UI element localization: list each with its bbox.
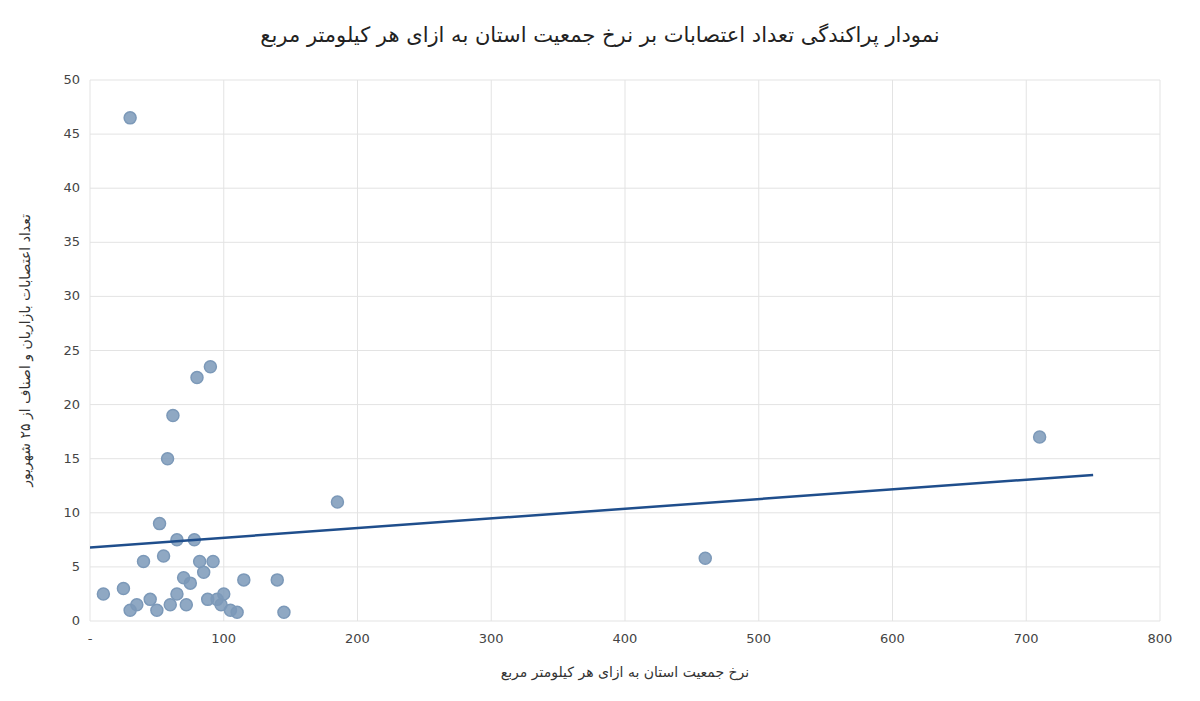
- x-tick-label: 200: [345, 631, 370, 646]
- y-grid-line: [90, 621, 1160, 622]
- x-tick-label: 300: [479, 631, 504, 646]
- scatter-point: [164, 599, 176, 611]
- y-grid-line: [90, 134, 1160, 135]
- scatter-point: [218, 588, 230, 600]
- plot-area: [90, 112, 1093, 618]
- scatter-point: [184, 577, 196, 589]
- x-tick-label: -: [88, 631, 93, 646]
- y-tick-label: 15: [63, 451, 80, 466]
- y-tick-label: 45: [63, 126, 80, 141]
- scatter-point: [198, 566, 210, 578]
- scatter-point: [138, 555, 150, 567]
- scatter-point: [180, 599, 192, 611]
- x-tick-label: 500: [746, 631, 771, 646]
- y-tick-label: 50: [63, 72, 80, 87]
- scatter-point: [131, 599, 143, 611]
- x-tick-label: 100: [211, 631, 236, 646]
- scatter-point: [699, 552, 711, 564]
- scatter-point: [151, 604, 163, 616]
- y-grid-line: [90, 296, 1160, 297]
- scatter-point: [154, 518, 166, 530]
- y-grid-line: [90, 458, 1160, 459]
- y-grid-line: [90, 242, 1160, 243]
- trend-line: [90, 475, 1093, 547]
- ticks: - 100 200 300 400 500 600 700 800 0 5 10 15 20 25 30 35 4…: [63, 72, 1172, 646]
- scatter-point: [167, 409, 179, 421]
- y-axis-label: تعداد اعتصابات بازاریان و اصناف از ۲۵ شه…: [17, 214, 34, 488]
- x-tick-label: 700: [1014, 631, 1039, 646]
- y-tick-label: 0: [72, 613, 80, 628]
- y-tick-label: 10: [63, 505, 80, 520]
- y-grid-line: [90, 80, 1160, 81]
- y-grid-line: [90, 566, 1160, 567]
- scatter-point: [191, 372, 203, 384]
- x-tick-label: 800: [1148, 631, 1173, 646]
- scatter-point: [117, 583, 129, 595]
- chart: - 100 200 300 400 500 600 700 800 0 5 10 15 20 25 30 35 4…: [0, 0, 1200, 701]
- y-tick-label: 20: [63, 397, 80, 412]
- title: نمودار پراکندگی تعداد اعتصابات بر نرخ جم…: [260, 23, 939, 47]
- scatter-point: [207, 555, 219, 567]
- grid: [90, 80, 1160, 621]
- scatter-point: [158, 550, 170, 562]
- scatter-point: [238, 574, 250, 586]
- x-tick-label: 600: [880, 631, 905, 646]
- scatter-point: [204, 361, 216, 373]
- y-tick-label: 35: [63, 234, 80, 249]
- y-grid-line: [90, 188, 1160, 189]
- scatter-point: [231, 606, 243, 618]
- x-axis-label: نرخ جمعیت استان به ازای هر کیلومتر مربع: [501, 664, 749, 681]
- scatter-point: [331, 496, 343, 508]
- scatter-point: [278, 606, 290, 618]
- scatter-point: [124, 112, 136, 124]
- y-tick-label: 30: [63, 288, 80, 303]
- y-grid-line: [90, 350, 1160, 351]
- y-grid-line: [90, 404, 1160, 405]
- y-tick-label: 5: [72, 559, 80, 574]
- scatter-point: [162, 453, 174, 465]
- y-grid-line: [90, 512, 1160, 513]
- y-tick-label: 25: [63, 343, 80, 358]
- scatter-point: [144, 593, 156, 605]
- scatter-point: [171, 588, 183, 600]
- scatter-point: [271, 574, 283, 586]
- scatter-point: [97, 588, 109, 600]
- y-tick-label: 40: [63, 180, 80, 195]
- x-tick-label: 400: [613, 631, 638, 646]
- scatter-point: [1034, 431, 1046, 443]
